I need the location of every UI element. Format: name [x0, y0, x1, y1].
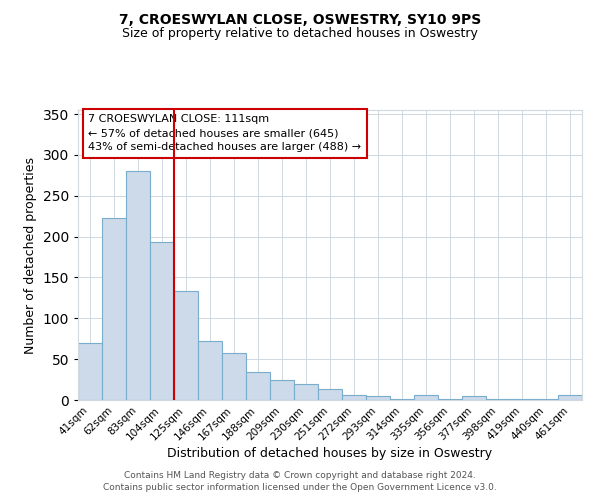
Bar [414, 395, 438, 400]
Bar [78, 343, 102, 400]
Bar [534, 399, 558, 400]
Bar [462, 396, 486, 400]
Bar [558, 395, 582, 400]
Bar [438, 399, 462, 400]
Text: 7, CROESWYLAN CLOSE, OSWESTRY, SY10 9PS: 7, CROESWYLAN CLOSE, OSWESTRY, SY10 9PS [119, 12, 481, 26]
Bar [294, 384, 318, 400]
Bar [390, 399, 414, 400]
Bar [102, 218, 126, 400]
Text: Contains HM Land Registry data © Crown copyright and database right 2024.: Contains HM Land Registry data © Crown c… [124, 471, 476, 480]
X-axis label: Distribution of detached houses by size in Oswestry: Distribution of detached houses by size … [167, 448, 493, 460]
Bar [342, 395, 366, 400]
Bar [126, 172, 150, 400]
Text: 7 CROESWYLAN CLOSE: 111sqm
← 57% of detached houses are smaller (645)
43% of sem: 7 CROESWYLAN CLOSE: 111sqm ← 57% of deta… [88, 114, 361, 152]
Text: Contains public sector information licensed under the Open Government Licence v3: Contains public sector information licen… [103, 484, 497, 492]
Bar [270, 380, 294, 400]
Bar [510, 399, 534, 400]
Bar [486, 399, 510, 400]
Text: Size of property relative to detached houses in Oswestry: Size of property relative to detached ho… [122, 28, 478, 40]
Bar [318, 388, 342, 400]
Bar [222, 354, 246, 400]
Bar [198, 341, 222, 400]
Bar [366, 396, 390, 400]
Bar [246, 372, 270, 400]
Bar [150, 242, 174, 400]
Bar [174, 292, 198, 400]
Y-axis label: Number of detached properties: Number of detached properties [24, 156, 37, 354]
